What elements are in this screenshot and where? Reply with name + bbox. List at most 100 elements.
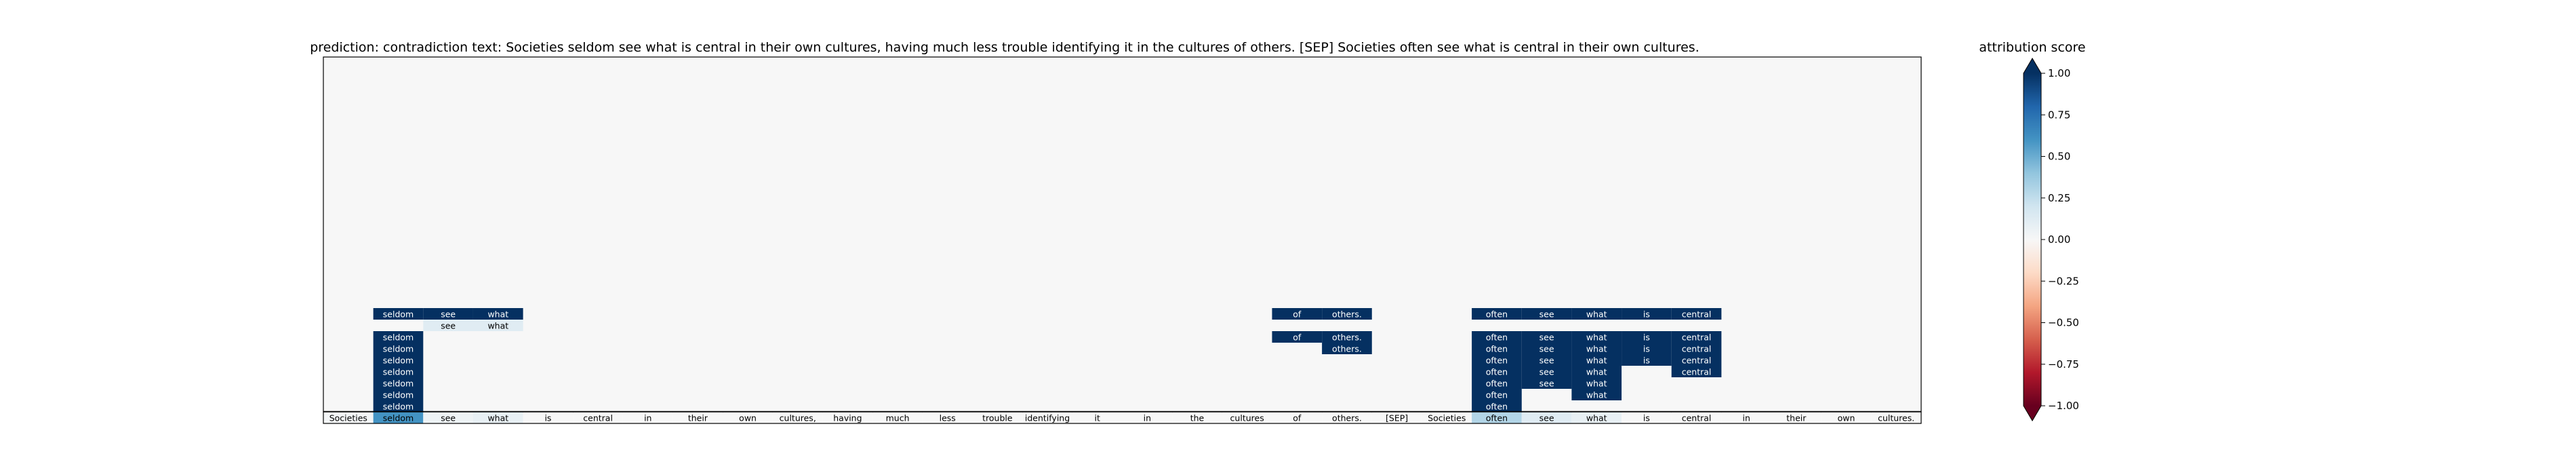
token-cell-rect <box>972 412 1023 423</box>
heatmap-cell-rect <box>1671 354 1722 366</box>
heatmap-cell-label: what <box>1586 356 1607 366</box>
heatmap-cell-label: see <box>1539 367 1554 377</box>
token-cell-rect <box>1371 412 1422 423</box>
colorbar-extend-bottom <box>2024 406 2041 421</box>
heatmap-cell-rect <box>373 354 424 366</box>
token-label: own <box>1838 413 1855 423</box>
token-label: less <box>940 413 956 423</box>
heatmap-cell: seldom <box>373 308 424 320</box>
heatmap-cell: others. <box>1322 331 1372 343</box>
heatmap-cell-rect <box>1571 354 1622 366</box>
heatmap-cell: is <box>1622 343 1672 354</box>
heatmap-cell-rect <box>1671 343 1722 354</box>
token-label: much <box>886 413 910 423</box>
heatmap-cell-label: seldom <box>383 356 414 366</box>
heatmap-cell-rect <box>373 389 424 400</box>
heatmap-cell-rect <box>1472 343 1522 354</box>
token-cell-rect <box>523 412 573 423</box>
heatmap-cell-rect <box>1521 343 1572 354</box>
heatmap-cell-label: seldom <box>383 402 414 412</box>
token-cell-rect <box>1721 412 1772 423</box>
heatmap-cell-label: seldom <box>383 379 414 389</box>
token-label: of <box>1293 413 1302 423</box>
heatmap-cell: often <box>1472 331 1522 343</box>
token-cell-rect <box>622 412 673 423</box>
heatmap-cell-label: see <box>1539 356 1554 366</box>
heatmap-cell: central <box>1671 366 1722 377</box>
heatmap-cell: what <box>1571 354 1622 366</box>
heatmap-cell-label: what <box>1586 309 1607 320</box>
heatmap-cell: see <box>1521 354 1572 366</box>
token-cell: see <box>1521 412 1572 423</box>
token-cell-rect <box>472 412 523 423</box>
token-cell: own <box>723 412 773 423</box>
heatmap-cell-rect <box>373 331 424 343</box>
colorbar-tick-label: −0.25 <box>2048 275 2079 287</box>
token-cell-rect <box>1821 412 1872 423</box>
token-cell-rect <box>1022 412 1072 423</box>
heatmap-cell-rect <box>1622 308 1672 320</box>
heatmap-cell-label: often <box>1486 367 1508 377</box>
heatmap-cell-rect <box>373 400 424 412</box>
token-label: what <box>1586 413 1607 423</box>
heatmap-cell-rect <box>472 320 523 331</box>
heatmap-cell-rect <box>1671 308 1722 320</box>
token-cell-rect <box>1422 412 1472 423</box>
colorbar-tick-label: −1.00 <box>2048 400 2079 412</box>
heatmap-cell-label: what <box>487 321 508 331</box>
heatmap-cell-rect <box>373 377 424 389</box>
token-cell: others. <box>1322 412 1372 423</box>
heatmap-cell-rect <box>1571 343 1622 354</box>
token-cell-rect <box>772 412 823 423</box>
heatmap-cell-rect <box>1671 331 1722 343</box>
token-label: see <box>1539 413 1554 423</box>
heatmap-cell-rect <box>1521 331 1572 343</box>
heatmap-cell-label: is <box>1643 356 1650 366</box>
chart-title: prediction: contradiction text: Societie… <box>310 40 1699 55</box>
heatmap-cell-rect <box>1571 377 1622 389</box>
heatmap-cell-rect <box>1272 331 1323 343</box>
token-cell-rect <box>822 412 873 423</box>
token-cell: cultures <box>1222 412 1272 423</box>
token-cell: it <box>1072 412 1123 423</box>
heatmap-cell: what <box>1571 308 1622 320</box>
token-cell: Societies <box>323 412 374 423</box>
heatmap-cell: of <box>1272 308 1323 320</box>
heatmap-cell-rect <box>1272 308 1323 320</box>
heatmap-cell: often <box>1472 389 1522 400</box>
heatmap-cell: is <box>1622 331 1672 343</box>
token-label: cultures <box>1230 413 1264 423</box>
heatmap-cell-rect <box>1472 366 1522 377</box>
token-label: in <box>644 413 651 423</box>
colorbar-tick-label: −0.75 <box>2048 358 2079 370</box>
token-cell: cultures, <box>772 412 823 423</box>
heatmap-cell-label: see <box>1539 332 1554 343</box>
token-cell-rect <box>1671 412 1722 423</box>
heatmap-cell-label: of <box>1293 332 1302 343</box>
heatmap-cell-rect <box>1472 354 1522 366</box>
token-label: it <box>1094 413 1100 423</box>
token-cell: [SEP] <box>1371 412 1422 423</box>
heatmap-cell-rect <box>1472 377 1522 389</box>
token-cell: Societies <box>1422 412 1472 423</box>
heatmap-cell-label: seldom <box>383 309 414 320</box>
token-label: Societies <box>1428 413 1466 423</box>
heatmap-cell-label: is <box>1643 332 1650 343</box>
heatmap-cell-rect <box>1622 331 1672 343</box>
token-label: cultures. <box>1878 413 1914 423</box>
heatmap-cell-label: see <box>1539 344 1554 354</box>
heatmap-cell: see <box>1521 343 1572 354</box>
heatmap-cell-rect <box>1322 331 1372 343</box>
token-cell-rect <box>323 412 374 423</box>
token-cell-rect <box>1571 412 1622 423</box>
heatmap-cell-label: see <box>1539 379 1554 389</box>
heatmap-cell: see <box>1521 377 1572 389</box>
token-cell: much <box>872 412 923 423</box>
heatmap-cell: see <box>423 320 473 331</box>
heatmap-cell: central <box>1671 331 1722 343</box>
token-strip-frame <box>323 411 1922 424</box>
heatmap-cell: central <box>1671 308 1722 320</box>
token-label: in <box>1144 413 1151 423</box>
colorbar-extend-top <box>2024 58 2041 73</box>
heatmap-cell-label: is <box>1643 309 1650 320</box>
